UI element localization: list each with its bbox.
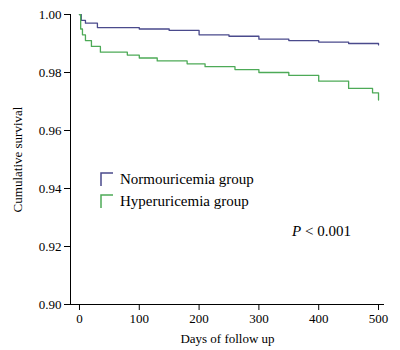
svg-text:Days of follow up: Days of follow up xyxy=(180,331,274,346)
svg-text:0.98: 0.98 xyxy=(39,65,62,80)
svg-text:1.00: 1.00 xyxy=(39,7,62,22)
svg-text:400: 400 xyxy=(309,311,329,326)
svg-text:0.94: 0.94 xyxy=(39,181,62,196)
svg-text:Cumulative survival: Cumulative survival xyxy=(10,106,25,212)
svg-text:300: 300 xyxy=(249,311,269,326)
svg-text:0.96: 0.96 xyxy=(39,123,62,138)
svg-text:0.92: 0.92 xyxy=(39,239,62,254)
svg-text:500: 500 xyxy=(369,311,389,326)
svg-text:0.90: 0.90 xyxy=(39,297,62,312)
html-text:Normouricemia group: Normouricemia group xyxy=(120,170,254,187)
svg-text:100: 100 xyxy=(130,311,150,326)
svg-text:0: 0 xyxy=(76,311,83,326)
html-text:P < 0.001: P < 0.001 xyxy=(292,223,351,239)
svg-text:200: 200 xyxy=(189,311,209,326)
html-text:Hyperuricemia group: Hyperuricemia group xyxy=(120,192,249,209)
